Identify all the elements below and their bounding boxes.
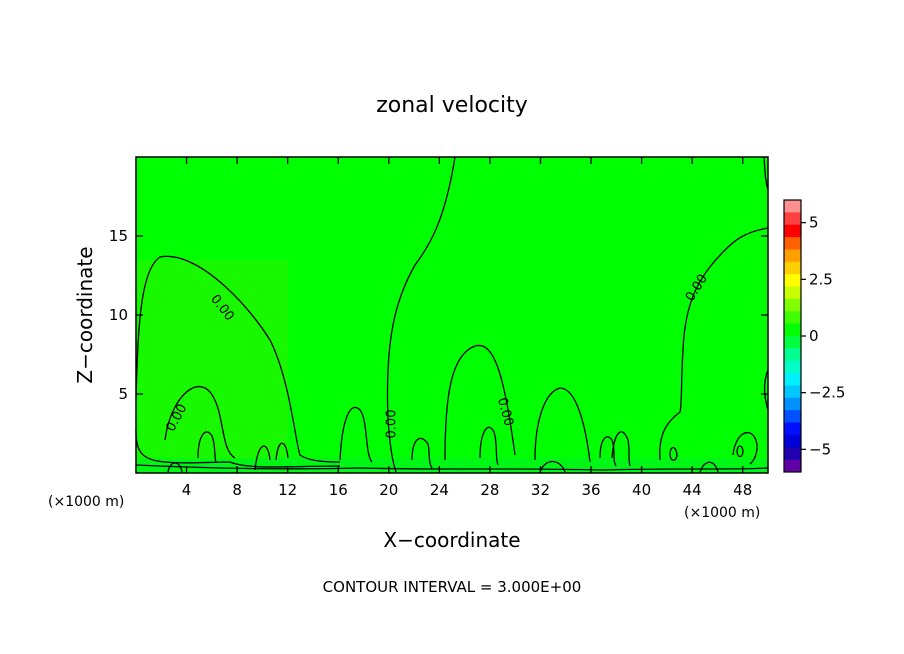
colorbar-swatch (784, 373, 801, 386)
contour-line (135, 429, 341, 468)
plot-area: 0.00 0.00 0.00 0.00 0.00 (135, 156, 769, 474)
colorbar: 5 2.5 0 −2.5 −5 (783, 199, 845, 473)
contour-line (736, 445, 744, 458)
x-tick-label: 8 (232, 481, 242, 499)
x-axis-label: X−coordinate (383, 528, 520, 552)
colorbar-swatch (784, 410, 801, 424)
contour-line (275, 442, 289, 461)
contour-line (411, 437, 433, 469)
contour-line (386, 156, 456, 473)
x-tick-label: 32 (531, 481, 550, 499)
contour-line (135, 255, 341, 463)
colorbar-swatch (784, 237, 801, 250)
x-tick-label: 24 (430, 481, 449, 499)
x-unit-left: (×1000 m) (48, 494, 124, 510)
contour-line (479, 426, 499, 466)
contour-line (699, 461, 719, 473)
y-tick-label: 5 (118, 385, 128, 403)
contour-line (534, 387, 591, 463)
contour-line (732, 432, 758, 465)
colorbar-swatch (784, 212, 801, 226)
colorbar-swatch (784, 397, 801, 411)
colorbar-swatch (784, 298, 801, 312)
colorbar-swatch (784, 286, 801, 300)
colorbar-swatch (784, 385, 801, 399)
colorbar-tick-label: −5 (809, 440, 831, 458)
contour-line (164, 385, 236, 459)
colorbar-swatch (784, 274, 801, 288)
contour-line (167, 462, 183, 473)
contour-line (444, 344, 516, 461)
colorbar-tick-label: 5 (809, 214, 819, 232)
x-tick-label: 16 (329, 481, 348, 499)
x-tick-label: 20 (379, 481, 398, 499)
colorbar-tick-label: 2.5 (809, 270, 833, 288)
contour-line (539, 460, 566, 473)
contour-line (599, 436, 617, 467)
colorbar-swatch (784, 323, 801, 337)
x-axis: 4 8 12 16 20 24 28 32 36 40 44 48 (182, 157, 752, 499)
colorbar-swatch (784, 360, 801, 374)
x-tick-label: 48 (733, 481, 752, 499)
colorbar-swatch (784, 459, 801, 473)
contour-line (254, 445, 271, 471)
colorbar-swatch (784, 261, 801, 275)
colorbar-swatch (784, 249, 801, 263)
contour-line (197, 431, 217, 463)
x-tick-label: 36 (581, 481, 600, 499)
colorbar-swatch (784, 311, 801, 325)
contour-line (339, 407, 373, 463)
contour-interval-footer: CONTOUR INTERVAL = 3.000E+00 (323, 578, 582, 596)
contour-label: 0.00 (494, 396, 516, 428)
x-tick-label: 4 (182, 481, 192, 499)
colorbar-swatch (784, 447, 801, 461)
x-tick-label: 44 (683, 481, 702, 499)
colorbar-swatch (784, 348, 801, 362)
x-tick-label: 40 (632, 481, 651, 499)
colorbar-swatch (784, 422, 801, 436)
colorbar-swatch (784, 224, 801, 238)
contour-line (611, 431, 631, 467)
colorbar-tick-label: −2.5 (809, 384, 845, 402)
x-tick-label: 12 (278, 481, 297, 499)
y-tick-label: 15 (109, 227, 128, 245)
colorbar-swatch (784, 200, 801, 213)
colorbar-swatch (784, 434, 801, 448)
contour-line (659, 227, 769, 461)
y-axis-label: Z−coordinate (73, 246, 97, 383)
contour-line (669, 446, 678, 461)
contour-label: 0.00 (385, 410, 400, 439)
x-unit-right: (×1000 m) (684, 505, 760, 521)
y-axis: 5 10 15 (109, 227, 768, 403)
field-patch-left (138, 260, 288, 460)
colorbar-swatch (784, 336, 801, 349)
colorbar-tick-label: 0 (809, 327, 819, 345)
y-tick-label: 10 (109, 306, 128, 324)
chart-title: zonal velocity (376, 93, 528, 118)
x-tick-label: 28 (480, 481, 499, 499)
